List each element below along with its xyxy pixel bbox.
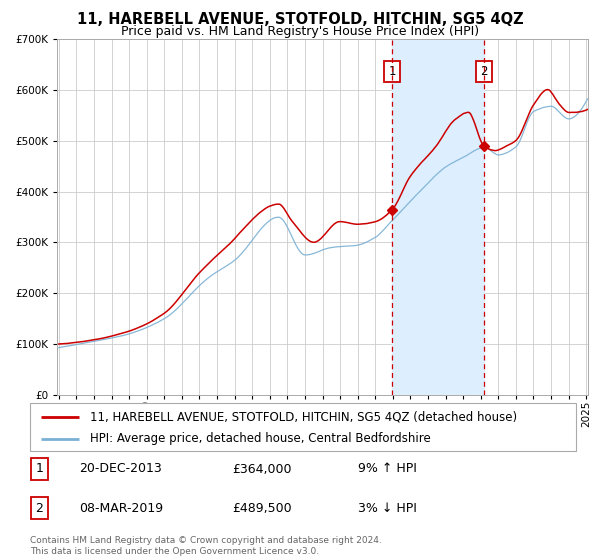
Text: 11, HAREBELL AVENUE, STOTFOLD, HITCHIN, SG5 4QZ (detached house): 11, HAREBELL AVENUE, STOTFOLD, HITCHIN, … [90,411,517,424]
Text: 1: 1 [389,65,396,78]
FancyBboxPatch shape [30,403,576,451]
Text: 08-MAR-2019: 08-MAR-2019 [79,502,163,515]
Text: 3% ↓ HPI: 3% ↓ HPI [358,502,416,515]
Text: £489,500: £489,500 [232,502,292,515]
Text: Price paid vs. HM Land Registry's House Price Index (HPI): Price paid vs. HM Land Registry's House … [121,25,479,38]
Bar [392,39,484,395]
Text: 11, HAREBELL AVENUE, STOTFOLD, HITCHIN, SG5 4QZ: 11, HAREBELL AVENUE, STOTFOLD, HITCHIN, … [77,12,523,27]
Text: Contains HM Land Registry data © Crown copyright and database right 2024.
This d: Contains HM Land Registry data © Crown c… [30,536,382,556]
Text: 20-DEC-2013: 20-DEC-2013 [79,463,162,475]
Text: 9% ↑ HPI: 9% ↑ HPI [358,463,416,475]
Text: 1: 1 [35,463,43,475]
Text: 2: 2 [35,502,43,515]
Text: 2: 2 [480,65,488,78]
Text: £364,000: £364,000 [232,463,292,475]
Text: HPI: Average price, detached house, Central Bedfordshire: HPI: Average price, detached house, Cent… [90,432,431,445]
